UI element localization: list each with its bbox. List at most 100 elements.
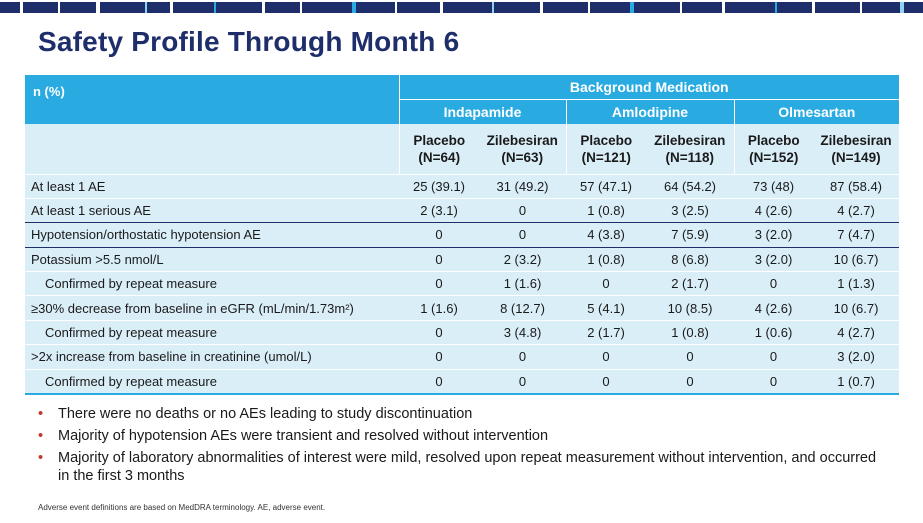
row-label: At least 1 AE <box>25 173 399 199</box>
table-cell: 1 (1.3) <box>813 271 899 296</box>
row-label: Confirmed by repeat measure <box>25 368 399 395</box>
bullet-dot-icon: • <box>38 428 44 444</box>
bullet-text: Majority of laboratory abnormalities of … <box>58 450 877 484</box>
arm-header-blank <box>25 124 399 174</box>
table-row: >2x increase from baseline in creatinine… <box>25 344 899 370</box>
table-cell: 31 (49.2) <box>479 173 566 199</box>
arm-n: (N=63) <box>501 149 544 165</box>
table-cell: 8 (12.7) <box>479 295 566 321</box>
table-row: At least 1 AE 25 (39.1) 31 (49.2) 57 (47… <box>25 173 899 199</box>
table-row: Confirmed by repeat measure 0 3 (4.8) 2 … <box>25 319 899 345</box>
table-cell: 0 <box>566 368 646 395</box>
arm-name: Zilebesiran <box>820 132 892 148</box>
table-cell: 1 (0.8) <box>646 319 734 345</box>
table-row-highlighted: Hypotension/orthostatic hypotension AE 0… <box>25 222 899 248</box>
bullet-dot-icon: • <box>38 450 44 466</box>
table-cell: 3 (2.0) <box>734 246 813 272</box>
table-cell: 64 (54.2) <box>646 173 734 199</box>
arm-n: (N=64) <box>418 149 461 165</box>
table-cell: 0 <box>566 344 646 370</box>
table-cell: 10 (6.7) <box>813 246 899 272</box>
table-cell: 3 (4.8) <box>479 319 566 345</box>
table-cell: 0 <box>399 344 479 370</box>
table-cell: 1 (0.6) <box>734 319 813 345</box>
table-cell: 57 (47.1) <box>566 173 646 199</box>
bullet-item: • Majority of hypotension AEs were transi… <box>38 427 878 445</box>
table-cell: 87 (58.4) <box>813 173 899 199</box>
table-cell: 1 (0.8) <box>566 197 646 223</box>
drug-header: Olmesartan <box>733 98 899 124</box>
table-cell: 7 (4.7) <box>813 222 899 248</box>
table-cell: 0 <box>734 344 813 370</box>
bullet-text: Majority of hypotension AEs were transie… <box>58 428 549 444</box>
bullet-dot-icon: • <box>38 406 44 422</box>
table-cell: 7 (5.9) <box>646 222 734 248</box>
arm-name: Zilebesiran <box>486 132 558 148</box>
table-cell: 2 (1.7) <box>646 271 734 296</box>
table-cell: 3 (2.0) <box>734 222 813 248</box>
row-label: Confirmed by repeat measure <box>25 319 399 345</box>
page-title: Safety Profile Through Month 6 <box>38 26 460 57</box>
arm-header: Zilebesiran (N=118) <box>646 124 734 174</box>
table-cell: 73 (48) <box>734 173 813 199</box>
table-cell: 1 (0.8) <box>566 246 646 272</box>
drug-header: Indapamide <box>398 98 566 124</box>
table-cell: 0 <box>399 246 479 272</box>
table-cell: 0 <box>646 344 734 370</box>
table-cell: 3 (2.0) <box>813 344 899 370</box>
arm-header: Placebo (N=121) <box>565 124 646 174</box>
table-row: Potassium >5.5 nmol/L 0 2 (3.2) 1 (0.8) … <box>25 246 899 272</box>
drug-header: Amlodipine <box>565 98 734 124</box>
arm-name: Placebo <box>747 132 800 148</box>
table-cell: 1 (1.6) <box>399 295 479 321</box>
arm-header: Zilebesiran (N=149) <box>813 124 899 174</box>
table-cell: 10 (6.7) <box>813 295 899 321</box>
table-cell: 2 (3.2) <box>479 246 566 272</box>
table-cell: 0 <box>399 368 479 395</box>
table-cell: 4 (2.7) <box>813 319 899 345</box>
footnote: Adverse event definitions are based on M… <box>38 503 326 512</box>
bullet-text: There were no deaths or no AEs leading t… <box>58 406 473 422</box>
bullet-item: • Majority of laboratory abnormalities of… <box>38 449 878 485</box>
row-label: Hypotension/orthostatic hypotension AE <box>25 222 399 248</box>
row-label: >2x increase from baseline in creatinine… <box>25 344 399 370</box>
table-cell: 5 (4.1) <box>566 295 646 321</box>
table-cell: 10 (8.5) <box>646 295 734 321</box>
safety-table: n (%) Background Medication Indapamide A… <box>25 75 899 395</box>
table-cell: 2 (1.7) <box>566 319 646 345</box>
arm-header: Zilebesiran (N=63) <box>479 124 566 174</box>
table-cell: 4 (2.6) <box>734 197 813 223</box>
table-cell: 0 <box>399 319 479 345</box>
table-cell: 2 (3.1) <box>399 197 479 223</box>
table-cell: 0 <box>734 368 813 395</box>
table-cell: 1 (0.7) <box>813 368 899 395</box>
table-cell: 0 <box>479 344 566 370</box>
table-row: At least 1 serious AE 2 (3.1) 0 1 (0.8) … <box>25 197 899 223</box>
table-row: ≥30% decrease from baseline in eGFR (mL/… <box>25 295 899 321</box>
row-label: Potassium >5.5 nmol/L <box>25 246 399 272</box>
table-cell: 4 (3.8) <box>566 222 646 248</box>
table-cell: 8 (6.8) <box>646 246 734 272</box>
arm-header: Placebo (N=152) <box>733 124 813 174</box>
table-cell: 0 <box>479 222 566 248</box>
arm-header: Placebo (N=64) <box>398 124 479 174</box>
table-cell: 3 (2.5) <box>646 197 734 223</box>
arm-name: Placebo <box>413 132 466 148</box>
arm-name: Placebo <box>580 132 633 148</box>
bullet-item: • There were no deaths or no AEs leading … <box>38 405 878 423</box>
table-cell: 4 (2.6) <box>734 295 813 321</box>
table-cell: 0 <box>734 271 813 296</box>
arm-n: (N=152) <box>749 149 799 165</box>
table-cell: 0 <box>479 368 566 395</box>
arm-n: (N=121) <box>581 149 631 165</box>
corner-label: n (%) <box>25 75 399 124</box>
bullet-list: • There were no deaths or no AEs leading … <box>38 405 878 489</box>
arm-name: Zilebesiran <box>654 132 726 148</box>
row-label: At least 1 serious AE <box>25 197 399 223</box>
table-row: Confirmed by repeat measure 0 0 0 0 0 1 … <box>25 368 899 395</box>
table-row: Confirmed by repeat measure 0 1 (1.6) 0 … <box>25 271 899 296</box>
arm-n: (N=149) <box>831 149 881 165</box>
arm-n: (N=118) <box>665 149 714 165</box>
table-cell: 4 (2.7) <box>813 197 899 223</box>
table-cell: 1 (1.6) <box>479 271 566 296</box>
